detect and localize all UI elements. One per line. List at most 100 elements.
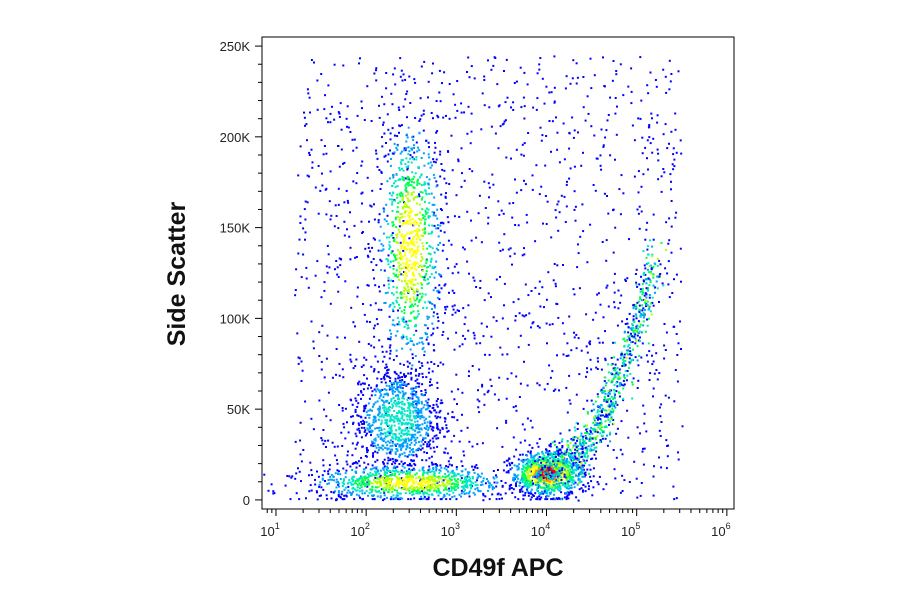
event-dot: [372, 403, 375, 406]
event-dot: [413, 230, 416, 232]
event-dot: [410, 464, 413, 467]
event-dot: [536, 466, 539, 469]
event-dot: [367, 284, 370, 287]
event-dot: [389, 480, 391, 483]
event-dot: [492, 64, 495, 67]
event-dot: [542, 492, 545, 495]
event-dot: [388, 432, 391, 435]
event-dot: [424, 231, 427, 234]
event-dot: [337, 111, 340, 114]
event-dot: [395, 481, 398, 484]
event-dot: [418, 492, 421, 495]
event-dot: [528, 469, 531, 472]
event-dot: [355, 482, 358, 485]
event-dot: [525, 467, 528, 470]
event-dot: [421, 258, 424, 261]
event-dot: [566, 494, 569, 497]
event-dot: [362, 481, 365, 484]
event-dot: [453, 398, 456, 401]
event-dot: [377, 221, 380, 224]
event-dot: [594, 311, 597, 314]
event-dot: [520, 459, 523, 462]
event-dot: [304, 218, 307, 221]
event-dot: [403, 480, 406, 483]
event-dot: [435, 434, 438, 437]
event-dot: [519, 490, 522, 493]
event-dot: [367, 243, 370, 245]
event-dot: [393, 142, 396, 145]
event-dot: [415, 455, 418, 458]
event-dot: [362, 364, 365, 367]
event-dot: [374, 415, 377, 418]
event-dot: [628, 238, 630, 241]
event-dot: [528, 312, 531, 315]
event-dot: [514, 405, 517, 408]
event-dot: [498, 213, 501, 216]
event-dot: [462, 481, 465, 484]
event-dot: [543, 462, 546, 465]
event-dot: [404, 271, 407, 273]
event-dot: [577, 499, 580, 502]
event-dot: [401, 178, 404, 181]
event-dot: [401, 317, 404, 320]
event-dot: [325, 265, 328, 268]
event-dot: [306, 139, 308, 142]
event-dot: [448, 291, 450, 294]
event-dot: [571, 116, 574, 119]
event-dot: [563, 158, 566, 161]
event-dot: [412, 241, 415, 244]
event-dot: [397, 417, 400, 420]
event-dot: [453, 215, 456, 218]
event-dot: [387, 440, 390, 443]
event-dot: [329, 112, 332, 115]
event-dot: [378, 285, 380, 288]
event-dot: [491, 173, 494, 176]
event-dot: [607, 212, 610, 215]
event-dot: [415, 449, 418, 452]
event-dot: [556, 449, 559, 452]
event-dot: [396, 144, 399, 147]
event-dot: [497, 492, 500, 495]
event-dot: [566, 466, 569, 469]
event-dot: [391, 292, 393, 295]
event-dot: [310, 59, 313, 61]
event-dot: [513, 479, 515, 482]
event-dot: [406, 409, 409, 412]
event-dot: [465, 483, 468, 486]
event-dot: [385, 480, 388, 483]
event-dot: [404, 98, 407, 101]
event-dot: [351, 487, 354, 490]
event-dot: [405, 480, 408, 483]
event-dot: [391, 198, 393, 201]
event-dot: [295, 268, 298, 271]
event-dot: [327, 84, 330, 87]
event-dot: [399, 385, 402, 388]
event-dot: [302, 449, 305, 451]
event-dot: [439, 464, 442, 467]
event-dot: [640, 185, 643, 188]
event-dot: [361, 107, 363, 110]
event-dot: [567, 464, 570, 467]
event-dot: [414, 253, 417, 256]
event-dot: [463, 477, 466, 480]
event-dot: [429, 411, 432, 414]
event-dot: [409, 157, 412, 160]
event-dot: [487, 216, 490, 219]
event-dot: [426, 333, 428, 336]
event-dot: [493, 393, 496, 396]
event-dot: [412, 252, 415, 255]
event-dot: [362, 471, 365, 474]
event-dot: [416, 448, 419, 450]
event-dot: [404, 277, 407, 280]
event-dot: [407, 288, 410, 291]
event-dot: [410, 459, 413, 462]
event-dot: [321, 439, 324, 442]
event-dot: [473, 334, 476, 337]
event-dot: [444, 306, 447, 309]
event-dot: [526, 490, 529, 493]
event-dot: [549, 442, 552, 445]
event-dot: [598, 341, 601, 344]
event-dot: [437, 484, 439, 487]
event-dot: [358, 62, 360, 65]
